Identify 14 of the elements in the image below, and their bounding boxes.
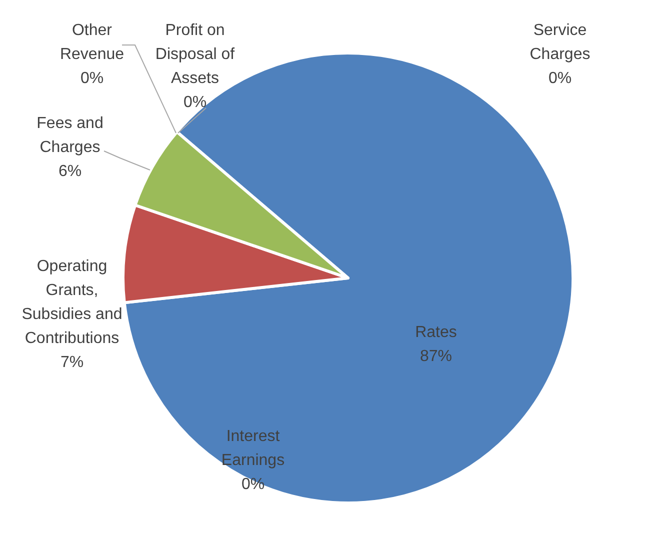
text: 0% <box>548 70 572 87</box>
slice-label: Rates <box>415 324 457 341</box>
data-label: 87% <box>420 348 452 365</box>
category-label: Interest Earnings <box>221 428 285 469</box>
text: 0% <box>183 94 207 111</box>
category-label: Profit on Disposal of Assets <box>155 22 235 87</box>
data-label: 6% <box>58 163 82 180</box>
text: 0% <box>241 476 265 493</box>
category-label: Service Charges <box>530 22 590 63</box>
slice-label: Fees and Charges <box>36 115 104 156</box>
data-label: 7% <box>60 354 84 371</box>
text: 0% <box>80 70 104 87</box>
slice-label: Operating Grants, Subsidies and Contributions <box>22 258 122 347</box>
category-label: Other Revenue <box>60 22 124 63</box>
